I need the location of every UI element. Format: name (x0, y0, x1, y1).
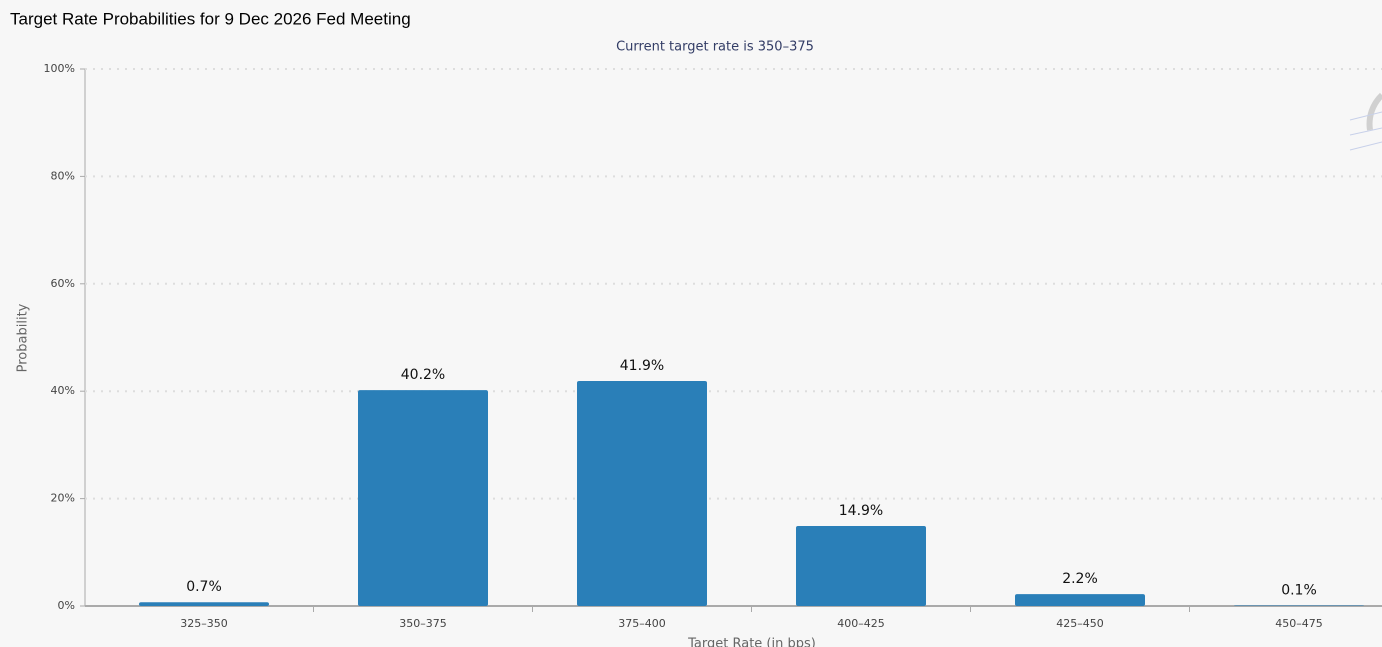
y-tick-label: 60% (51, 277, 75, 290)
value-label: 2.2% (1062, 571, 1098, 587)
y-tick-label: 80% (51, 169, 75, 182)
value-label: 0.7% (186, 579, 222, 595)
x-tick-label: 400–425 (837, 617, 885, 630)
y-tick-label: 0% (58, 599, 75, 612)
value-label: 41.9% (620, 358, 664, 374)
x-tick-label: 425–450 (1056, 617, 1104, 630)
value-label: 0.1% (1281, 582, 1317, 598)
bar (358, 390, 488, 606)
value-label: 40.2% (401, 367, 445, 383)
bar (139, 602, 269, 606)
x-tick-label: 350–375 (399, 617, 447, 630)
y-axis-title: Probability (16, 303, 31, 372)
x-tick-label: 325–350 (180, 617, 228, 630)
x-axis-title: Target Rate (in bps) (687, 637, 816, 647)
y-tick-label: 100% (44, 62, 75, 75)
bar (1234, 605, 1364, 606)
bar (1015, 594, 1145, 606)
bar (577, 380, 707, 606)
y-tick-label: 20% (51, 492, 75, 505)
x-tick-label: 450–475 (1275, 617, 1323, 630)
chart-subtitle: Current target rate is 350–375 (616, 40, 814, 55)
y-tick-label: 40% (51, 384, 75, 397)
bar (796, 525, 926, 606)
x-tick-label: 375–400 (618, 617, 666, 630)
value-label: 14.9% (839, 503, 883, 519)
watermark (1349, 92, 1382, 151)
chart-title: Target Rate Probabilities for 9 Dec 2026… (10, 9, 411, 28)
